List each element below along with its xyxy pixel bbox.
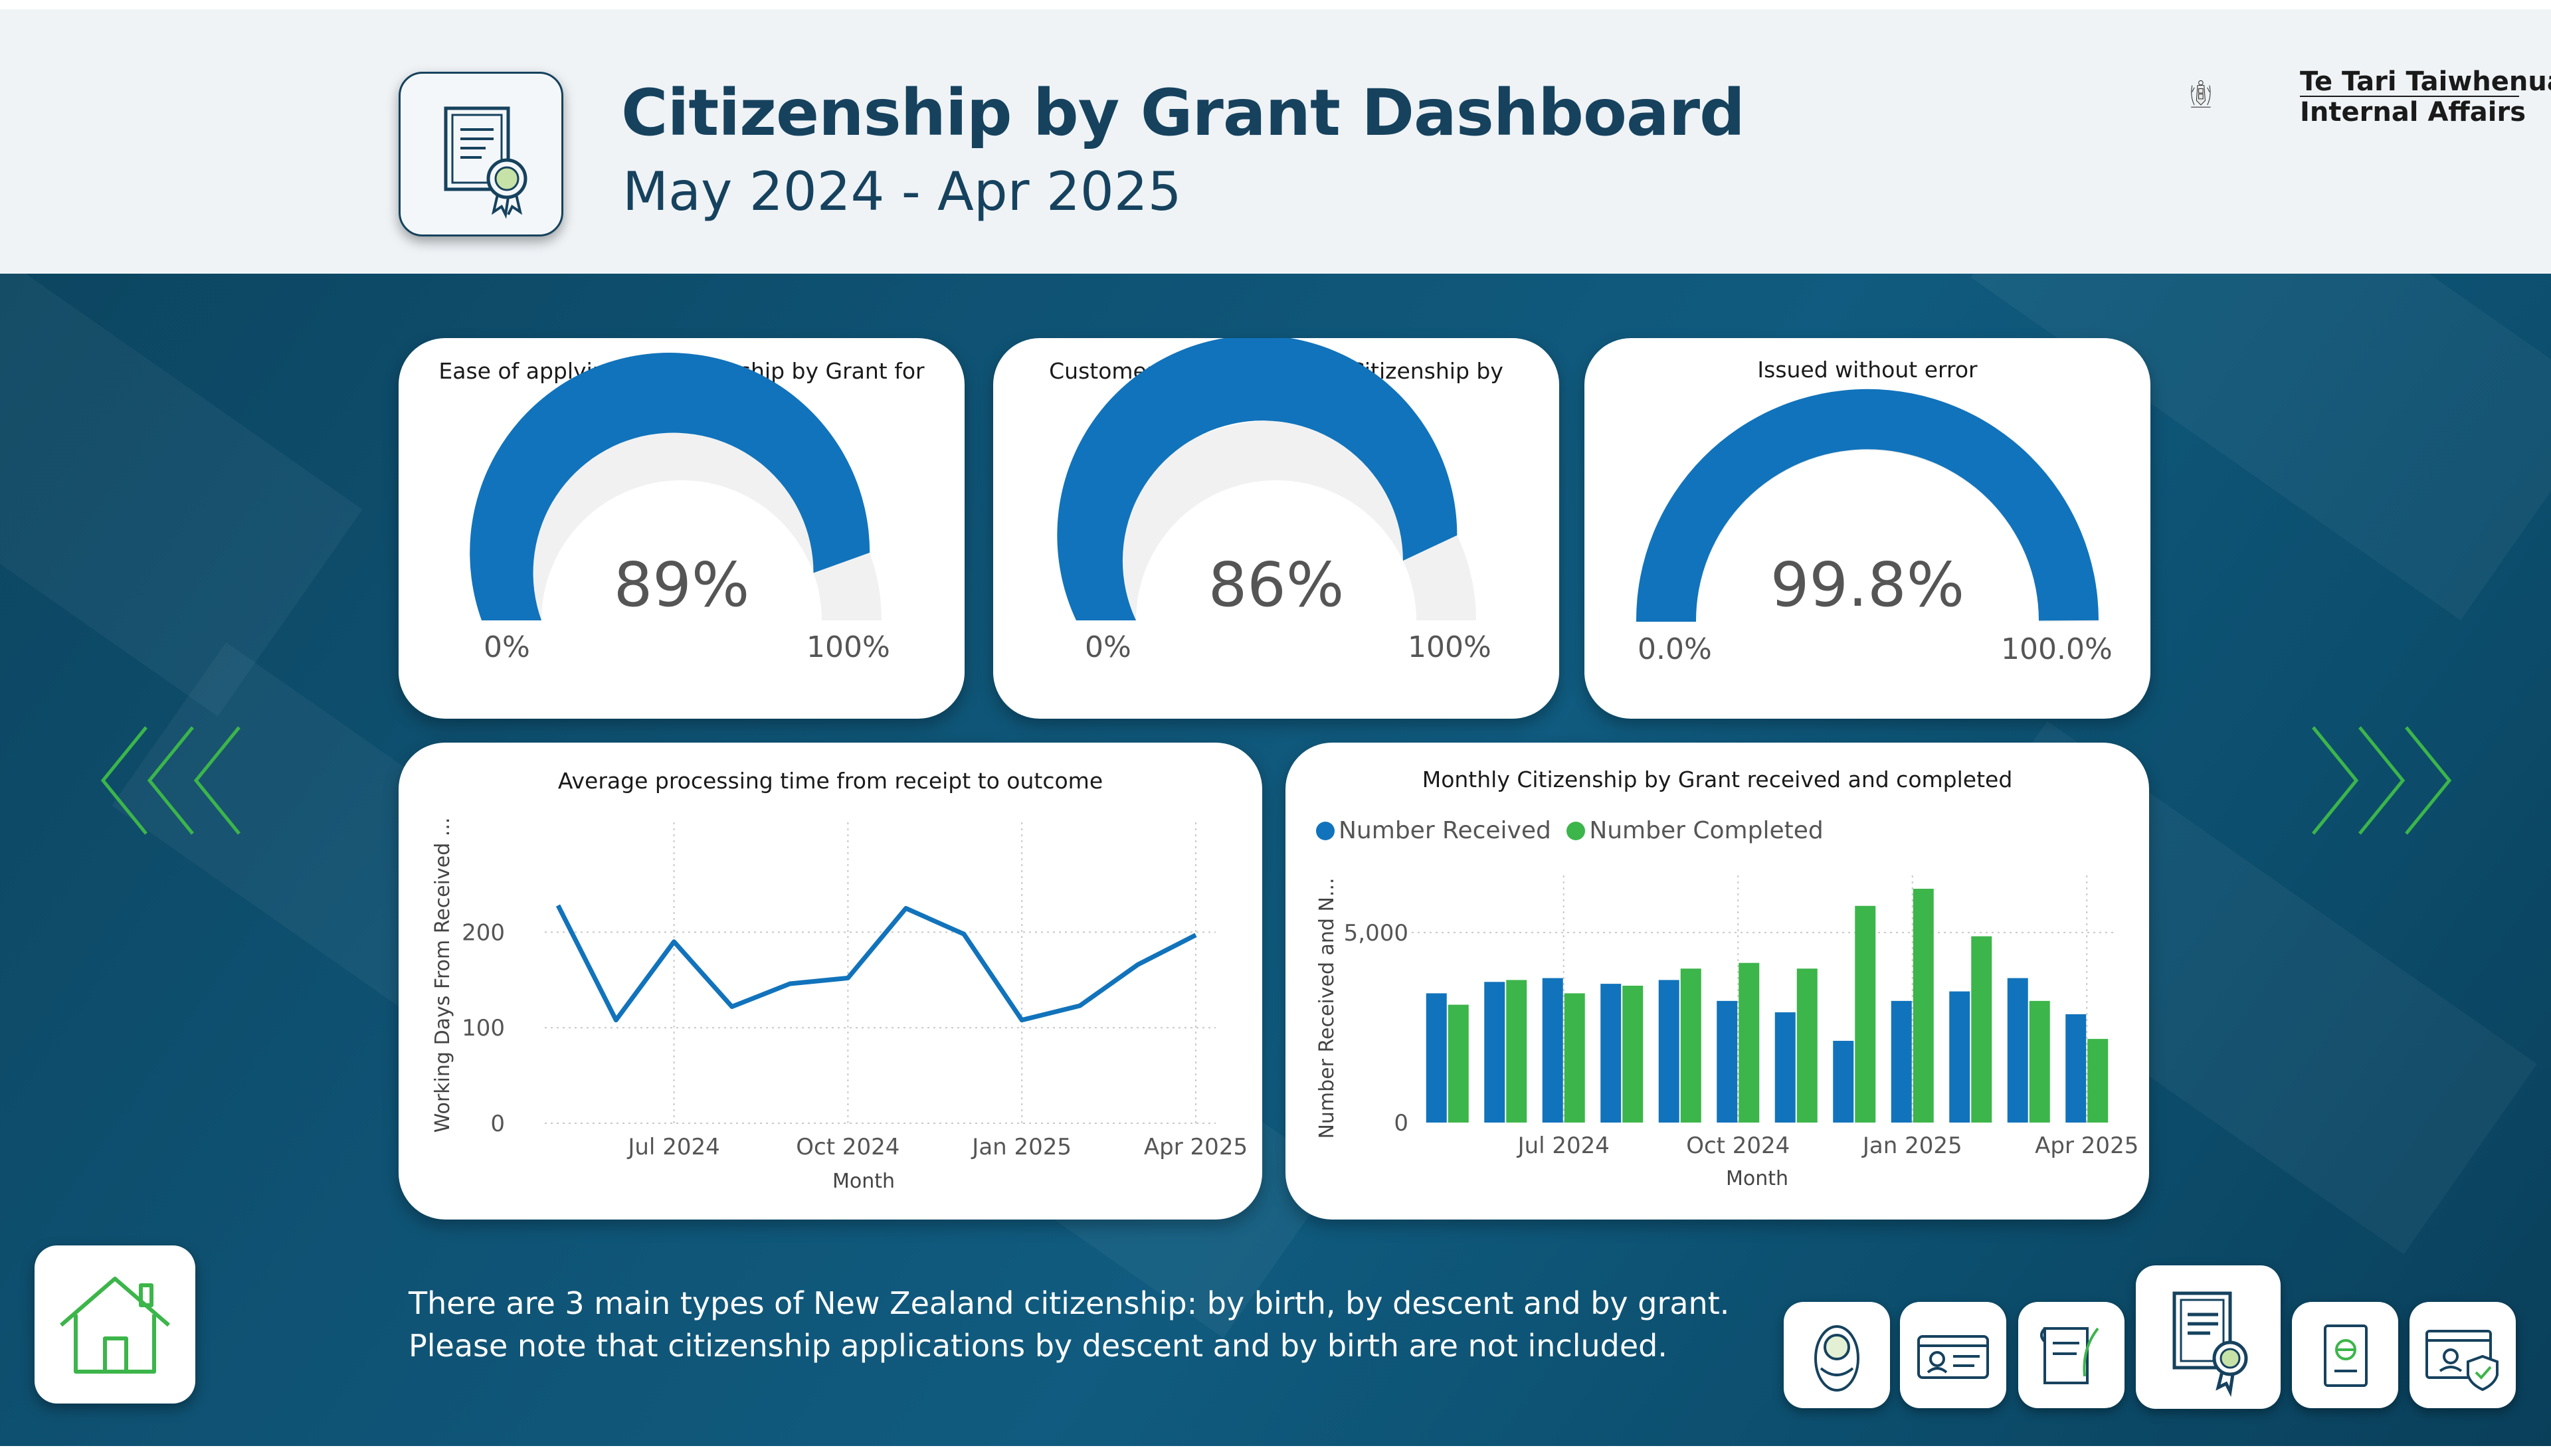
bar-received xyxy=(2007,978,2028,1123)
received-completed-bar-chart: 0 5,000 Jul 2024 Oct 2024 Jan 2025 Apr 2025 Mo… xyxy=(1315,875,2138,1190)
baby-icon xyxy=(1814,1325,1859,1392)
certificate-logo-tile xyxy=(399,72,563,236)
bar-completed xyxy=(1506,980,1527,1123)
gauge-issued xyxy=(1636,389,2099,622)
bar-completed xyxy=(1796,968,1818,1123)
next-page-arrows-icon[interactable] xyxy=(2307,724,2453,837)
scroll-quill-icon xyxy=(2040,1327,2099,1384)
y-tick-label: 100 xyxy=(462,1015,505,1042)
bar-completed xyxy=(1971,936,1992,1123)
bar-completed xyxy=(1622,985,1644,1123)
bar-received xyxy=(2065,1014,2087,1123)
bar-completed xyxy=(1855,905,1876,1123)
y-tick-label: 5,000 xyxy=(1344,920,1408,947)
passport-icon xyxy=(2324,1324,2368,1387)
bar-received xyxy=(1774,1012,1796,1123)
gauge-value: 86% xyxy=(1208,549,1345,620)
bar-received xyxy=(1484,982,1505,1123)
gauge-satisfaction xyxy=(1057,338,1476,620)
line-series-processing-time xyxy=(555,904,1197,1023)
bar-completed xyxy=(1739,962,1760,1123)
gauge-card-ease: Ease of applying for Citizenship by Gran… xyxy=(399,338,965,719)
legend-label-received: Number Received xyxy=(1339,817,1551,844)
bar-received xyxy=(1426,993,1447,1123)
page-title: Citizenship by Grant Dashboard xyxy=(621,76,1745,150)
bar-chart-card: Monthly Citizenship by Grant received an… xyxy=(1285,743,2149,1220)
gauge-title: Issued without error xyxy=(1757,357,1978,383)
gauge-max-label: 100% xyxy=(806,630,890,664)
org-name-english: Internal Affairs xyxy=(2300,97,2526,128)
nav-descent[interactable] xyxy=(2018,1302,2125,1408)
org-name-maori: Te Tari Taiwhenua xyxy=(2300,66,2551,97)
id-card-icon xyxy=(1917,1335,1989,1379)
bar-received xyxy=(1891,1000,1912,1123)
bar-received xyxy=(1658,980,1679,1123)
x-tick-label: Oct 2024 xyxy=(1686,1133,1790,1159)
nav-citizenship-by-grant[interactable] xyxy=(2136,1265,2281,1409)
x-tick-label: Jan 2025 xyxy=(1861,1133,1962,1159)
gauge-card-issued: Issued without error 99.8% 0.0% 100.0% xyxy=(1584,338,2150,719)
header: Citizenship by Grant Dashboard May 2024 … xyxy=(0,9,2551,274)
bar-completed xyxy=(1913,889,1934,1123)
line-chart-card: Average processing time from receipt to … xyxy=(399,743,1262,1220)
bar-received xyxy=(1949,991,1970,1123)
home-icon xyxy=(60,1277,170,1374)
chart-title: Monthly Citizenship by Grant received an… xyxy=(1422,767,2013,792)
gauge-value: 89% xyxy=(613,549,750,620)
processing-time-line-chart: 0 100 200 Jul 2024 Oct 2024 Jan 2025 Apr 2025 M… xyxy=(431,818,1248,1193)
certificate-icon xyxy=(2172,1291,2248,1398)
gauge-min-label: 0% xyxy=(484,630,530,664)
coat-of-arms-icon xyxy=(2191,80,2211,108)
y-axis-label: Working Days From Received ... xyxy=(431,818,454,1133)
legend-swatch-completed xyxy=(1566,822,1586,840)
y-axis-label: Number Received and N... xyxy=(1315,877,1339,1138)
x-tick-label: Jan 2025 xyxy=(971,1134,1072,1160)
x-tick-label: Apr 2025 xyxy=(1144,1134,1248,1160)
bar-completed xyxy=(1564,993,1585,1123)
certificate-icon xyxy=(444,106,527,219)
x-axis-label: Month xyxy=(1726,1167,1788,1190)
page-subtitle: May 2024 - Apr 2025 xyxy=(622,161,1182,223)
bar-received xyxy=(1542,978,1563,1123)
chart-title: Average processing time from receipt to … xyxy=(557,768,1103,794)
nav-citizenship-by-birth[interactable] xyxy=(1784,1302,1890,1408)
footnote-text: There are 3 main types of New Zealand ci… xyxy=(409,1285,1730,1364)
y-tick-label: 200 xyxy=(462,919,505,946)
bar-completed xyxy=(2029,1000,2050,1123)
org-divider xyxy=(2300,96,2519,97)
x-axis-label: Month xyxy=(832,1170,895,1193)
home-button[interactable] xyxy=(35,1245,195,1404)
gauge-card-satisfaction: Customer satisfaction with Citizenship b… xyxy=(993,338,1559,719)
bar-completed xyxy=(1680,968,1701,1123)
gauge-ease xyxy=(470,353,882,620)
bar-completed xyxy=(2087,1039,2109,1123)
legend-label-completed: Number Completed xyxy=(1589,817,1824,844)
previous-page-arrows-icon[interactable] xyxy=(100,724,246,837)
legend-swatch-received xyxy=(1316,822,1335,840)
gauge-min-label: 0.0% xyxy=(1638,632,1712,666)
bar-received xyxy=(1717,1000,1738,1123)
x-tick-label: Jul 2024 xyxy=(1517,1133,1610,1159)
nav-identity-card[interactable] xyxy=(1900,1302,2006,1408)
bar-completed xyxy=(1448,1004,1469,1123)
online-identity-icon xyxy=(2425,1330,2499,1392)
y-tick-label: 0 xyxy=(1394,1110,1408,1137)
gauge-value: 99.8% xyxy=(1770,549,1965,620)
gauge-min-label: 0% xyxy=(1085,630,1131,664)
chart-legend: Number Received Number Completed xyxy=(1316,817,1824,844)
x-tick-label: Jul 2024 xyxy=(626,1134,719,1160)
gauge-max-label: 100.0% xyxy=(2001,632,2113,666)
nav-online-identity[interactable] xyxy=(2409,1302,2516,1408)
y-tick-label: 0 xyxy=(490,1111,505,1137)
x-tick-label: Apr 2025 xyxy=(2035,1133,2138,1159)
bar-received xyxy=(1600,984,1622,1123)
nav-passport[interactable] xyxy=(2292,1302,2398,1408)
bar-received xyxy=(1833,1040,1854,1123)
x-tick-label: Oct 2024 xyxy=(796,1134,899,1160)
gauge-max-label: 100% xyxy=(1408,630,1491,664)
